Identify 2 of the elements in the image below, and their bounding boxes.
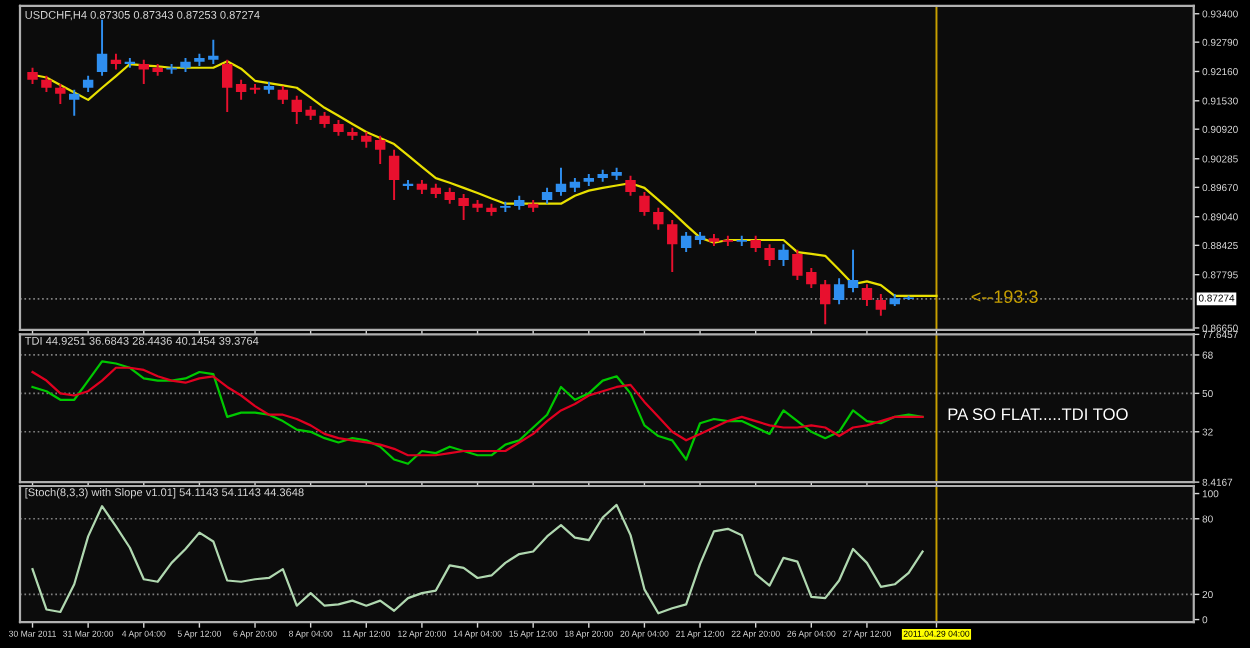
annotation: <--193:3 — [971, 290, 1038, 304]
annotation: PA SO FLAT.....TDI TOO — [948, 408, 1128, 421]
